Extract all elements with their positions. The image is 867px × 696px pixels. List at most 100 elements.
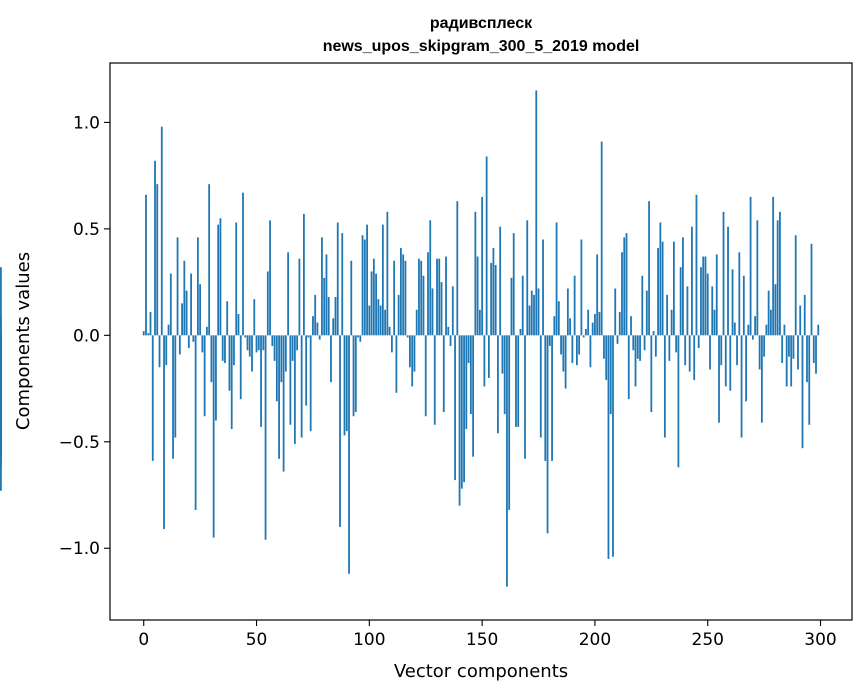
bar: [815, 335, 817, 374]
bar: [284, 335, 287, 372]
bar: [264, 335, 267, 540]
bar: [512, 233, 515, 336]
bar: [528, 305, 531, 336]
bar: [659, 222, 662, 336]
bar: [305, 335, 308, 406]
x-tick-label: 250: [692, 630, 724, 650]
chart-subtitle: news_upos_skipgram_300_5_2019 model: [323, 38, 640, 55]
bar: [293, 335, 296, 444]
bar: [395, 335, 398, 393]
y-axis-ticks: −1.0 −0.5 0.0 0.5 1.0: [59, 113, 110, 559]
bar: [621, 252, 623, 336]
bar: [312, 316, 314, 336]
bar: [704, 256, 707, 336]
bar: [535, 90, 538, 336]
bar: [352, 335, 355, 417]
bar: [729, 335, 732, 391]
bar: [727, 226, 729, 336]
bar: [510, 277, 513, 336]
bar: [564, 335, 567, 389]
bar: [575, 335, 578, 366]
bar: [388, 326, 391, 336]
bar: [280, 335, 283, 383]
bar: [314, 294, 317, 336]
bar: [695, 194, 698, 336]
bar: [309, 335, 312, 432]
bar: [738, 252, 741, 336]
bar: [569, 318, 572, 336]
bar: [463, 335, 465, 483]
bar: [239, 335, 242, 400]
bar: [630, 316, 632, 336]
bar: [781, 335, 784, 364]
bar: [0, 335, 2, 457]
bar: [788, 335, 790, 357]
bar: [458, 335, 461, 506]
bar: [269, 220, 271, 336]
bar: [754, 316, 756, 336]
bar: [609, 335, 612, 415]
bar: [390, 335, 393, 353]
bar: [449, 335, 452, 346]
bar: [700, 267, 702, 336]
bar: [323, 277, 326, 336]
bar: [627, 335, 630, 400]
bar: [702, 256, 705, 336]
bar: [546, 335, 549, 534]
bar: [370, 271, 373, 336]
bar: [474, 211, 477, 336]
bar: [192, 335, 195, 342]
bar: [167, 324, 170, 336]
bar: [226, 301, 229, 336]
bar: [544, 335, 547, 461]
bar: [142, 331, 145, 336]
bar: [242, 192, 244, 336]
bar: [639, 335, 641, 361]
bar: [749, 196, 752, 336]
bar: [591, 322, 594, 336]
y-axis-label: Components values: [13, 252, 34, 430]
bar: [506, 335, 508, 587]
bar: [372, 258, 375, 336]
y-tick-label: −1.0: [59, 539, 100, 559]
bar: [343, 335, 346, 436]
bar: [501, 335, 504, 374]
bar: [557, 301, 560, 336]
bar: [199, 284, 202, 336]
bar: [616, 335, 619, 344]
bar: [817, 324, 820, 336]
bar: [361, 235, 364, 336]
bar: [255, 335, 258, 353]
bar: [521, 275, 524, 336]
bar: [359, 335, 362, 342]
bar: [413, 335, 416, 372]
bar: [779, 211, 781, 336]
bar: [237, 314, 240, 336]
y-tick-label: 0.5: [73, 220, 100, 240]
bar: [332, 318, 335, 336]
bar: [210, 335, 213, 383]
bar: [291, 335, 294, 361]
bar: [187, 335, 190, 349]
bar: [562, 335, 565, 372]
bar: [442, 335, 445, 412]
bar: [632, 335, 635, 351]
bar-series: [0, 90, 820, 587]
bar: [156, 184, 159, 336]
bar: [589, 335, 592, 368]
bar: [149, 311, 152, 336]
bar: [203, 335, 206, 417]
bar: [467, 335, 470, 364]
bar: [253, 299, 256, 336]
x-axis-ticks: 0 50 100 150 200 250 300: [138, 620, 837, 650]
bar: [246, 335, 249, 351]
bar: [300, 335, 303, 438]
bar: [160, 126, 163, 336]
bar: [384, 309, 387, 336]
bar: [465, 335, 468, 430]
y-tick-label: 0.0: [73, 326, 100, 346]
bar: [594, 314, 596, 336]
bar: [718, 335, 720, 423]
bar: [212, 335, 215, 538]
bar: [533, 294, 535, 336]
